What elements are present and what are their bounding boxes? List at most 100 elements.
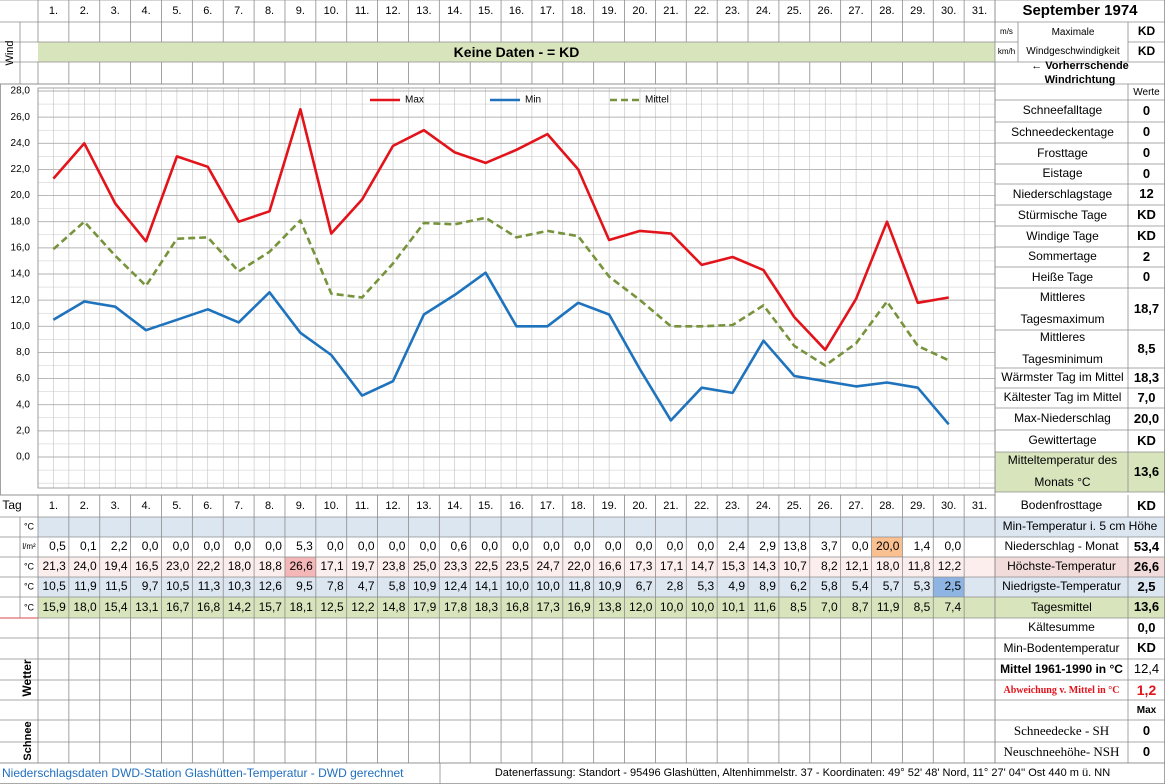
row-background [38,597,995,618]
legend-label: Mittel [645,95,669,106]
max-cell: 14,3 [753,559,777,573]
y-tick-label: 10,0 [11,321,31,332]
max-cell: 8,2 [821,559,838,573]
summary-value: 13,6 [1133,599,1160,615]
max-cell: 12,1 [845,559,869,573]
y-tick-label: 22,0 [11,164,31,175]
day-header: 31. [972,5,987,17]
stat-value: 20,0 [1133,410,1160,426]
min-cell: 10,0 [536,579,560,593]
stat-value: 8,5 [1137,340,1156,356]
min-cell: 2,8 [667,579,684,593]
legend-label: Min [525,95,541,106]
summary-label: Abweichung v. Mittel in °C [1003,684,1120,696]
summary-value: 2,5 [1137,578,1156,594]
row-background [995,452,1165,492]
min-cell: 5,8 [389,579,406,593]
day-header: 25. [787,500,802,512]
max-cell: 24,0 [73,559,97,573]
mean-cell: 7,0 [821,600,838,614]
unit-label: l/m² [22,542,36,551]
y-tick-label: 6,0 [16,373,30,384]
legend-label: Max [405,95,424,106]
max-cell: 23,5 [506,559,530,573]
max-cell: 16,6 [598,559,622,573]
max-cell: 18,0 [876,559,900,573]
unit-label: km/h [997,46,1016,56]
min-cell: 11,8 [568,579,591,593]
row-background [38,517,995,537]
precipitation-cell: 0,0 [697,539,714,553]
day-header: 3. [111,5,120,17]
highlight [871,537,903,557]
precipitation-cell: 5,3 [296,539,313,553]
day-header: 29. [910,500,925,512]
mean-cell: 11,6 [753,600,776,614]
unit-label: m/s [1000,26,1013,36]
day-header: 11. [355,500,369,512]
stat-label: Sommertage [1028,249,1097,264]
day-header: 22. [694,500,709,512]
day-header: 18. [571,500,586,512]
row-label: Wind [4,40,16,65]
summary-label: Höchste-Temperatur [1007,559,1116,574]
day-header: 16. [509,5,524,17]
precipitation-cell: 0,0 [265,539,282,553]
max-cell: 19,7 [351,559,375,573]
precipitation-cell: 1,4 [914,539,931,553]
precipitation-cell: 0,0 [481,539,498,553]
day-header: 19. [601,5,616,17]
max-cell: 22,5 [475,559,499,573]
y-tick-label: 14,0 [11,269,31,280]
y-tick-label: 24,0 [11,138,31,149]
mean-cell: 16,8 [197,600,221,614]
wind-direction: ← Vorherrschende Windrichtung [1031,59,1129,86]
day-header: 30. [941,500,956,512]
summary-label: Bodenfrosttage [1020,498,1103,513]
y-tick-label: 28,0 [11,86,31,97]
unit-label: °C [24,521,35,531]
precipitation-cell: 0,0 [543,539,560,553]
row-label: Wetter [20,659,34,696]
max-cell: 23,0 [166,559,190,573]
precipitation-cell: 0,0 [173,539,190,553]
stat-label: Frosttage [1037,145,1088,160]
day-header: 24. [756,500,771,512]
precipitation-cell: 0,0 [605,539,622,553]
precipitation-cell: 2,9 [759,539,776,553]
day-header: 19. [601,500,616,512]
stat-value: 0 [1142,269,1151,285]
mean-cell: 17,3 [536,600,560,614]
stats-header: Werte [1133,86,1160,98]
mean-cell: 16,9 [567,600,591,614]
day-header: 9. [296,5,305,17]
precipitation-cell: 2,2 [111,539,128,553]
max-cell: 16,5 [135,559,159,573]
day-header: 9. [296,500,305,512]
footer-location: Datenerfassung: Standort - 95496 Glashüt… [494,767,1111,780]
summary-value: 1,2 [1136,681,1157,698]
mean-cell: 14,2 [228,600,252,614]
day-header: 12. [385,5,400,17]
summary-label: Min-Bodentemperatur [1003,640,1120,655]
mean-cell: 10,0 [691,600,715,614]
min-cell: 11,3 [198,579,221,593]
series-line [52,271,950,426]
month-title: September 1974 [1022,2,1138,20]
y-tick-label: 20,0 [11,190,31,201]
precipitation-cell: 2,4 [728,539,745,553]
max-cell: 24,7 [536,559,560,573]
summary-label: Min-Temperatur i. 5 cm Höhe [1002,519,1158,534]
max-cell: 26,6 [289,559,313,573]
note-text: Keine Daten - = KD [453,43,580,60]
y-tick-label: 4,0 [16,399,30,410]
max-cell: 25,0 [413,559,437,573]
stat-label: Eistage [1042,166,1083,181]
summary-label: Tagesmittel [1031,599,1092,614]
max-cell: 17,1 [320,559,344,573]
precipitation-cell: 20,0 [876,539,900,553]
min-cell: 5,7 [883,579,900,593]
note-bar [38,42,995,62]
mean-cell: 15,9 [43,600,67,614]
